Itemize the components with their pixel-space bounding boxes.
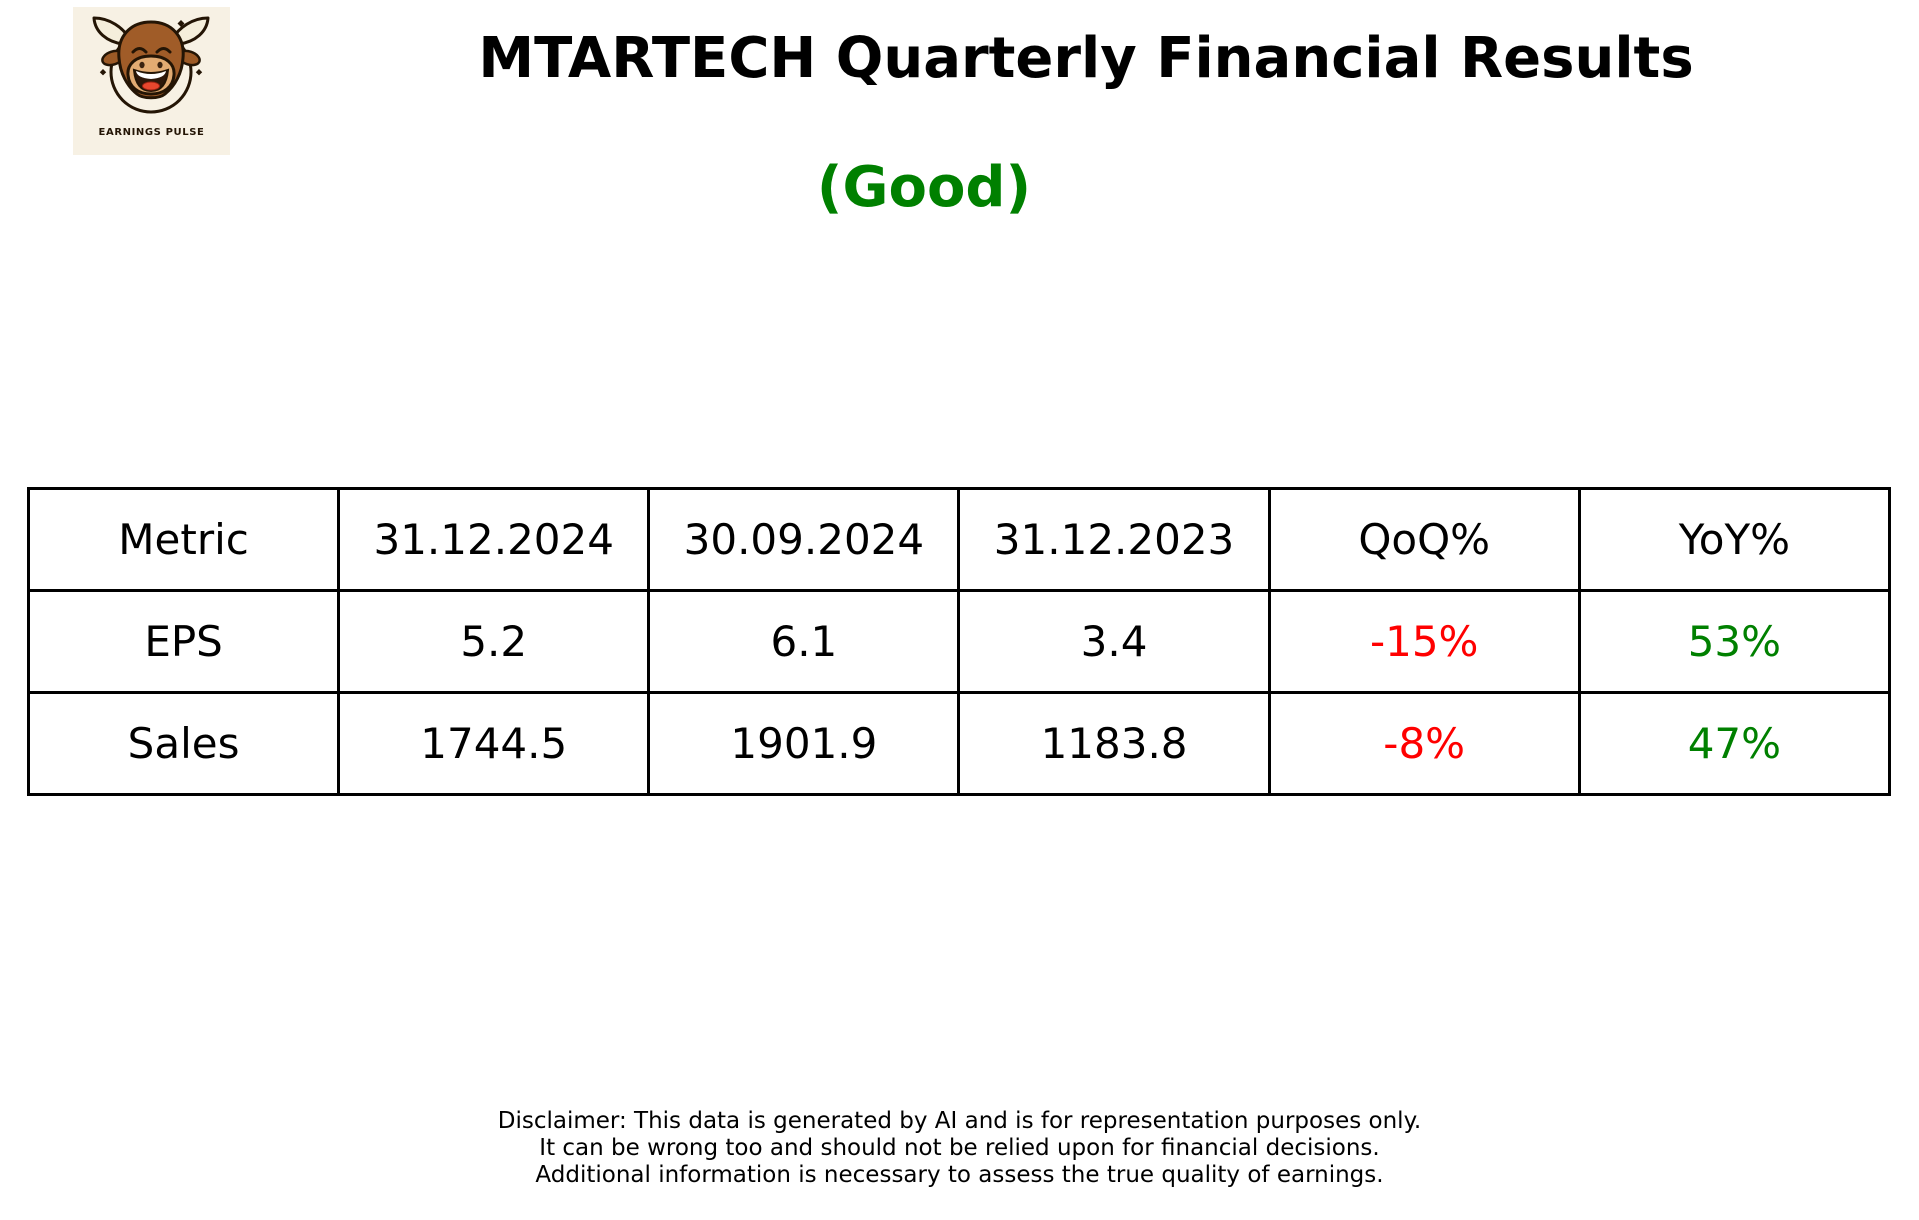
column-header-metric: Metric	[26, 487, 341, 592]
financials-table: Metric 31.12.2024 30.09.2024 31.12.2023 …	[26, 487, 1892, 796]
qoq-cell: -8%	[1267, 691, 1581, 796]
column-header-yoy: YoY%	[1577, 487, 1892, 592]
metric-cell: Sales	[26, 691, 341, 796]
value-cell: 6.1	[647, 589, 961, 694]
header-row: Metric 31.12.2024 30.09.2024 31.12.2023 …	[26, 487, 1892, 592]
verdict-subtitle: (Good)	[816, 155, 1032, 220]
value-cell: 1744.5	[337, 691, 651, 796]
bull-logo-icon	[92, 16, 210, 114]
qoq-cell: -15%	[1267, 589, 1581, 694]
column-header-q-yearago: 31.12.2023	[957, 487, 1271, 592]
page-title: MTARTECH Quarterly Financial Results	[478, 26, 1694, 91]
table-row-eps: EPS 5.2 6.1 3.4 -15% 53%	[26, 589, 1892, 694]
yoy-cell: 47%	[1577, 691, 1892, 796]
column-header-qoq: QoQ%	[1267, 487, 1581, 592]
disclaimer-line: Disclaimer: This data is generated by AI…	[497, 1108, 1422, 1134]
table-row-sales: Sales 1744.5 1901.9 1183.8 -8% 47%	[26, 691, 1892, 796]
disclaimer: Disclaimer: This data is generated by AI…	[0, 1108, 1919, 1189]
earnings-pulse-logo: EARNINGS PULSE	[73, 7, 230, 155]
logo-brand-label: EARNINGS PULSE	[98, 127, 205, 138]
value-cell: 1901.9	[647, 691, 961, 796]
disclaimer-line: Additional information is necessary to a…	[535, 1162, 1384, 1188]
value-cell: 3.4	[957, 589, 1271, 694]
disclaimer-line: It can be wrong too and should not be re…	[539, 1135, 1380, 1161]
metric-cell: EPS	[26, 589, 341, 694]
value-cell: 1183.8	[957, 691, 1271, 796]
yoy-cell: 53%	[1577, 589, 1892, 694]
column-header-q-current: 31.12.2024	[337, 487, 651, 592]
value-cell: 5.2	[337, 589, 651, 694]
column-header-q-previous: 30.09.2024	[647, 487, 961, 592]
